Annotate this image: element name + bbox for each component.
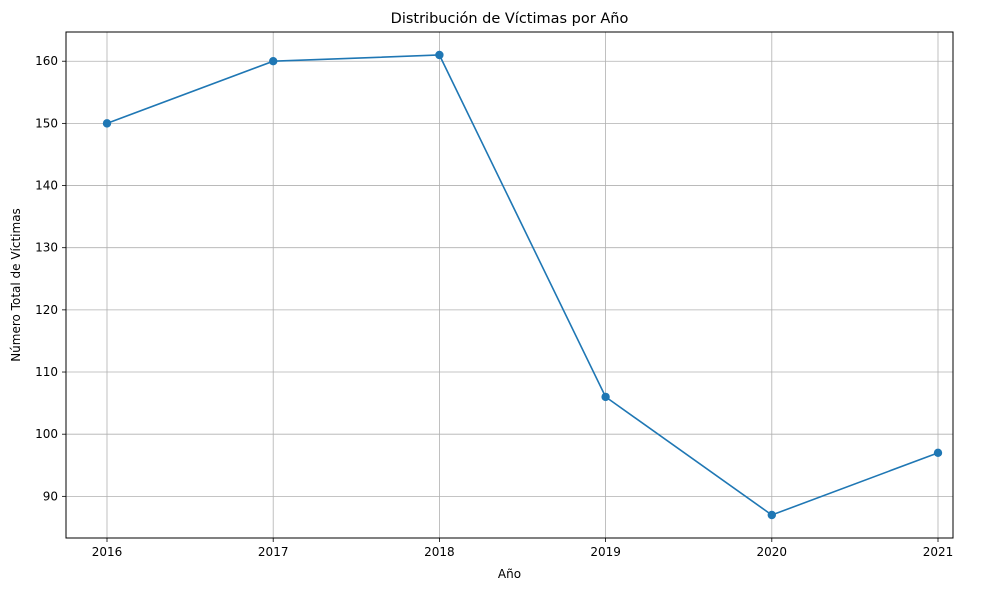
x-tick-label: 2021 (923, 545, 954, 559)
x-tick-label: 2019 (590, 545, 621, 559)
x-tick-label: 2017 (258, 545, 289, 559)
y-tick-label: 110 (35, 365, 58, 379)
data-point (933, 448, 943, 458)
data-point (269, 57, 278, 66)
chart-title: Distribución de Víctimas por Año (391, 11, 629, 27)
x-tick-label: 2016 (92, 545, 123, 559)
data-point (767, 510, 776, 520)
y-axis: 90 100 110 120 130 140 150 160 (35, 54, 66, 503)
x-axis: 2016 2017 2018 2019 2020 2021 (92, 538, 954, 559)
series-line (106, 54, 939, 516)
y-tick-label: 150 (35, 116, 58, 130)
grid (66, 32, 953, 538)
series-layer (102, 50, 943, 520)
y-tick-label: 160 (35, 54, 58, 68)
x-axis-title: Año (498, 567, 521, 581)
x-tick-label: 2018 (424, 545, 455, 559)
data-point (435, 50, 444, 60)
data-point (601, 392, 610, 402)
data-point (102, 119, 112, 128)
y-tick-label: 120 (35, 303, 58, 317)
y-tick-label: 130 (35, 241, 58, 255)
y-tick-label: 90 (43, 489, 58, 503)
y-tick-label: 140 (35, 179, 58, 193)
y-axis-title: Número Total de Víctimas (9, 208, 23, 362)
x-tick-label: 2020 (757, 545, 788, 559)
plot-frame (65, 31, 954, 539)
y-tick-label: 100 (35, 427, 58, 441)
